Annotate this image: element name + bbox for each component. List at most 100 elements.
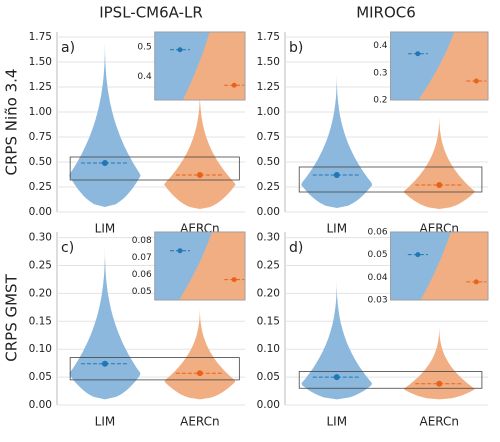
y-tick-label: 0.75 [257, 131, 280, 143]
violin [69, 243, 141, 400]
mean-dot [101, 160, 108, 166]
y-tick-label: 0.15 [29, 315, 52, 327]
inset-tick-label: 0.05 [132, 287, 152, 297]
y-tick-label: 1.75 [29, 31, 52, 43]
inset-violin [178, 232, 245, 300]
y-tick-label: 1.25 [257, 81, 280, 93]
row-label: CRPS GMST [3, 273, 21, 361]
row-label: CRPS Niño 3.4 [3, 69, 21, 176]
panel-label: c) [61, 240, 74, 256]
inset-violin [420, 232, 488, 300]
y-tick-label: 0.30 [257, 232, 280, 244]
y-tick-label: 0.05 [29, 371, 52, 383]
y-tick-label: 0.75 [29, 131, 52, 143]
y-tick-label: 0.25 [29, 181, 52, 193]
panel-label: d) [289, 240, 303, 256]
inset-tick-label: 0.2 [373, 96, 387, 106]
y-tick-label: 0.50 [257, 156, 280, 168]
column-title: MIROC6 [356, 4, 416, 22]
inset-violin [419, 32, 488, 100]
inset-tick-label: 0.06 [132, 270, 152, 280]
inset-tick-label: 0.06 [368, 228, 388, 238]
y-tick-label: 0.25 [29, 259, 52, 271]
y-tick-label: 1.50 [257, 56, 280, 68]
mean-dot [436, 182, 443, 188]
inset-mean-dot [415, 252, 421, 258]
y-tick-label: 0.15 [257, 315, 280, 327]
column-title: IPSL-CM6A-LR [99, 4, 203, 22]
y-tick-label: 0.10 [29, 343, 52, 355]
panel-label: b) [289, 40, 303, 56]
inset-mean-dot [473, 78, 479, 84]
inset-mean-dot [177, 248, 183, 254]
inset-mean-dot [231, 82, 237, 88]
mean-dot [196, 172, 203, 178]
inset [154, 232, 245, 300]
y-tick-label: 0.00 [29, 206, 52, 218]
y-tick-label: 0.00 [29, 399, 52, 411]
inset-tick-label: 0.04 [368, 273, 388, 283]
inset-border [390, 31, 489, 101]
inset-tick-label: 0.3 [373, 68, 387, 78]
mean-dot [333, 374, 340, 381]
inset-tick-label: 0.4 [373, 41, 388, 51]
panel: 0.00 0.05 0.10 0.15 0.20 0.25 0.30 LIM AERCn c) 0.… [29, 231, 246, 429]
y-tick-label: 0.10 [257, 343, 280, 355]
y-tick-label: 1.75 [257, 31, 280, 43]
inset [154, 32, 245, 100]
violin [403, 324, 475, 400]
inset-mean-dot [231, 277, 237, 283]
zoom-box [298, 371, 483, 389]
inset-mean-dot [473, 279, 479, 285]
mean-dot [101, 360, 108, 367]
inset [390, 232, 488, 300]
mean-dot [196, 370, 203, 377]
panel-label: a) [61, 40, 75, 56]
violin [69, 37, 141, 207]
zoom-box [69, 357, 240, 381]
inset-tick-label: 0.4 [137, 72, 152, 82]
y-tick-label: 0.25 [257, 259, 280, 271]
y-tick-label: 1.00 [29, 106, 52, 118]
violin [164, 87, 236, 209]
inset-border [390, 231, 489, 301]
y-tick-label: 1.00 [257, 106, 280, 118]
inset-tick-label: 0.03 [368, 296, 388, 306]
y-tick-label: 0.00 [257, 206, 280, 218]
violin [164, 304, 235, 400]
x-tick-label: LIM [326, 415, 347, 429]
inset-mean-dot [415, 51, 421, 57]
y-tick-label: 0.20 [257, 287, 280, 299]
inset-tick-label: 0.08 [132, 236, 152, 246]
y-tick-label: 1.50 [29, 56, 52, 68]
y-tick-label: 0.20 [29, 287, 52, 299]
x-tick-label: AERCn [180, 415, 220, 429]
y-tick-label: 0.25 [257, 181, 280, 193]
y-tick-label: 0.05 [257, 371, 280, 383]
zoom-box [298, 166, 483, 193]
mean-dot [436, 380, 443, 387]
y-tick-label: 0.30 [29, 232, 52, 244]
inset-tick-label: 0.07 [132, 253, 152, 263]
inset-tick-label: 0.5 [137, 42, 151, 52]
x-tick-label: LIM [326, 222, 347, 236]
inset-tick-label: 0.05 [368, 250, 388, 260]
zoom-box [69, 156, 240, 181]
inset-border [154, 231, 246, 301]
violin [301, 276, 372, 400]
y-tick-label: 0.00 [257, 399, 280, 411]
inset-mean-dot [177, 47, 183, 53]
x-tick-label: LIM [95, 222, 116, 236]
violin [301, 70, 373, 208]
violin [403, 112, 475, 209]
mean-dot [333, 172, 340, 178]
inset [390, 32, 488, 100]
y-tick-label: 1.25 [29, 81, 52, 93]
x-tick-label: AERCn [420, 415, 460, 429]
panel: 0.00 0.05 0.10 0.15 0.20 0.25 0.30 LIM AERCn d) 0.… [257, 228, 489, 429]
inset-violin [182, 32, 245, 100]
x-tick-label: LIM [95, 415, 116, 429]
